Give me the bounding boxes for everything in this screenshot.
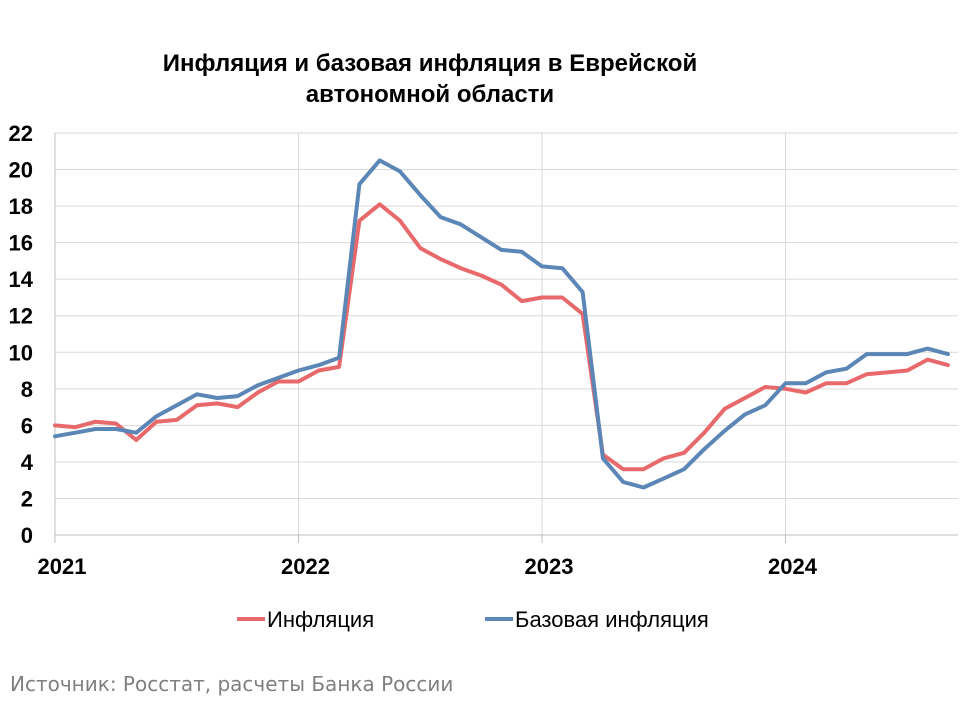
x-tick-label: 2021 <box>38 554 87 579</box>
x-tick-label: 2022 <box>281 554 330 579</box>
series-lines <box>53 158 950 490</box>
series-line-core-inflation <box>53 158 950 490</box>
y-tick-label: 20 <box>9 158 33 183</box>
legend-label: Базовая инфляция <box>515 607 709 632</box>
x-tick-label: 2024 <box>768 554 818 579</box>
source-note: Источник: Росстат, расчеты Банка России <box>10 672 454 696</box>
series-line-inflation <box>53 202 950 472</box>
y-tick-label: 10 <box>9 340 33 365</box>
legend: Инфляция Базовая инфляция <box>237 607 709 632</box>
y-tick-label: 0 <box>21 523 33 548</box>
gridlines <box>55 132 958 535</box>
legend-label: Инфляция <box>267 607 374 632</box>
chart-title-line-1: Инфляция и базовая инфляция в Еврейской <box>162 50 698 77</box>
y-tick-label: 18 <box>9 194 33 219</box>
chart-title: Инфляция и базовая инфляция в Еврейской … <box>60 48 800 110</box>
y-tick-label: 2 <box>21 486 33 511</box>
y-tick-label: 12 <box>9 304 33 329</box>
y-tick-label: 14 <box>9 267 34 292</box>
y-tick-label: 4 <box>21 450 34 475</box>
chart-title-line-2: автономной области <box>305 81 555 108</box>
y-tick-label: 22 <box>9 121 33 146</box>
y-tick-label: 8 <box>21 377 33 402</box>
y-tick-label: 6 <box>21 413 33 438</box>
y-tick-label: 16 <box>9 231 33 256</box>
x-tick-label: 2023 <box>525 554 574 579</box>
